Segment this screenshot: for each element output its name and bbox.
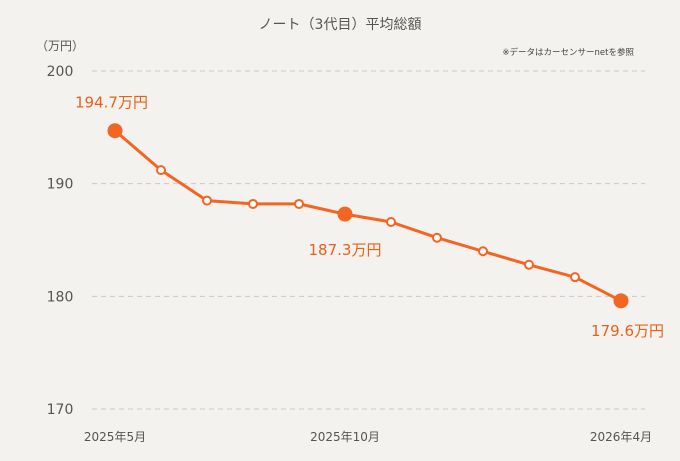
y-axis-unit-label: （万円） xyxy=(36,39,84,53)
data-point xyxy=(432,232,442,243)
gridlines xyxy=(92,70,645,410)
y-axis-ticks: 200 190 180 170 xyxy=(47,64,74,418)
data-label: 179.6万円 xyxy=(591,322,664,340)
y-tick-label: 200 xyxy=(47,64,74,80)
x-tick-label: 2025年5月 xyxy=(84,430,146,444)
data-point xyxy=(156,165,166,176)
source-note: ※データはカーセンサーnetを参照 xyxy=(502,47,634,58)
chart-title: ノート（3代目）平均総額 xyxy=(259,17,422,33)
x-axis-ticks: 2025年5月 2025年10月 2026年4月 xyxy=(84,430,652,444)
data-point xyxy=(524,259,534,270)
series-line-group xyxy=(114,129,622,303)
data-point xyxy=(294,198,304,209)
y-tick-label: 170 xyxy=(47,402,74,418)
data-label: 187.3万円 xyxy=(309,241,382,259)
x-tick-label: 2026年4月 xyxy=(590,430,652,444)
data-point-highlight xyxy=(107,123,123,139)
data-point xyxy=(570,272,580,283)
data-point-highlight xyxy=(337,206,353,222)
data-point xyxy=(202,195,212,206)
data-point-highlight xyxy=(613,293,629,309)
data-labels: 194.7万円 187.3万円 179.6万円 xyxy=(75,94,664,340)
series-line xyxy=(114,129,622,303)
data-point xyxy=(248,198,258,209)
x-tick-label: 2025年10月 xyxy=(310,430,380,444)
data-point xyxy=(478,246,488,257)
data-point xyxy=(386,216,396,227)
data-label: 194.7万円 xyxy=(75,94,148,112)
y-tick-label: 190 xyxy=(47,177,74,193)
y-tick-label: 180 xyxy=(47,289,74,305)
data-points xyxy=(107,123,629,309)
